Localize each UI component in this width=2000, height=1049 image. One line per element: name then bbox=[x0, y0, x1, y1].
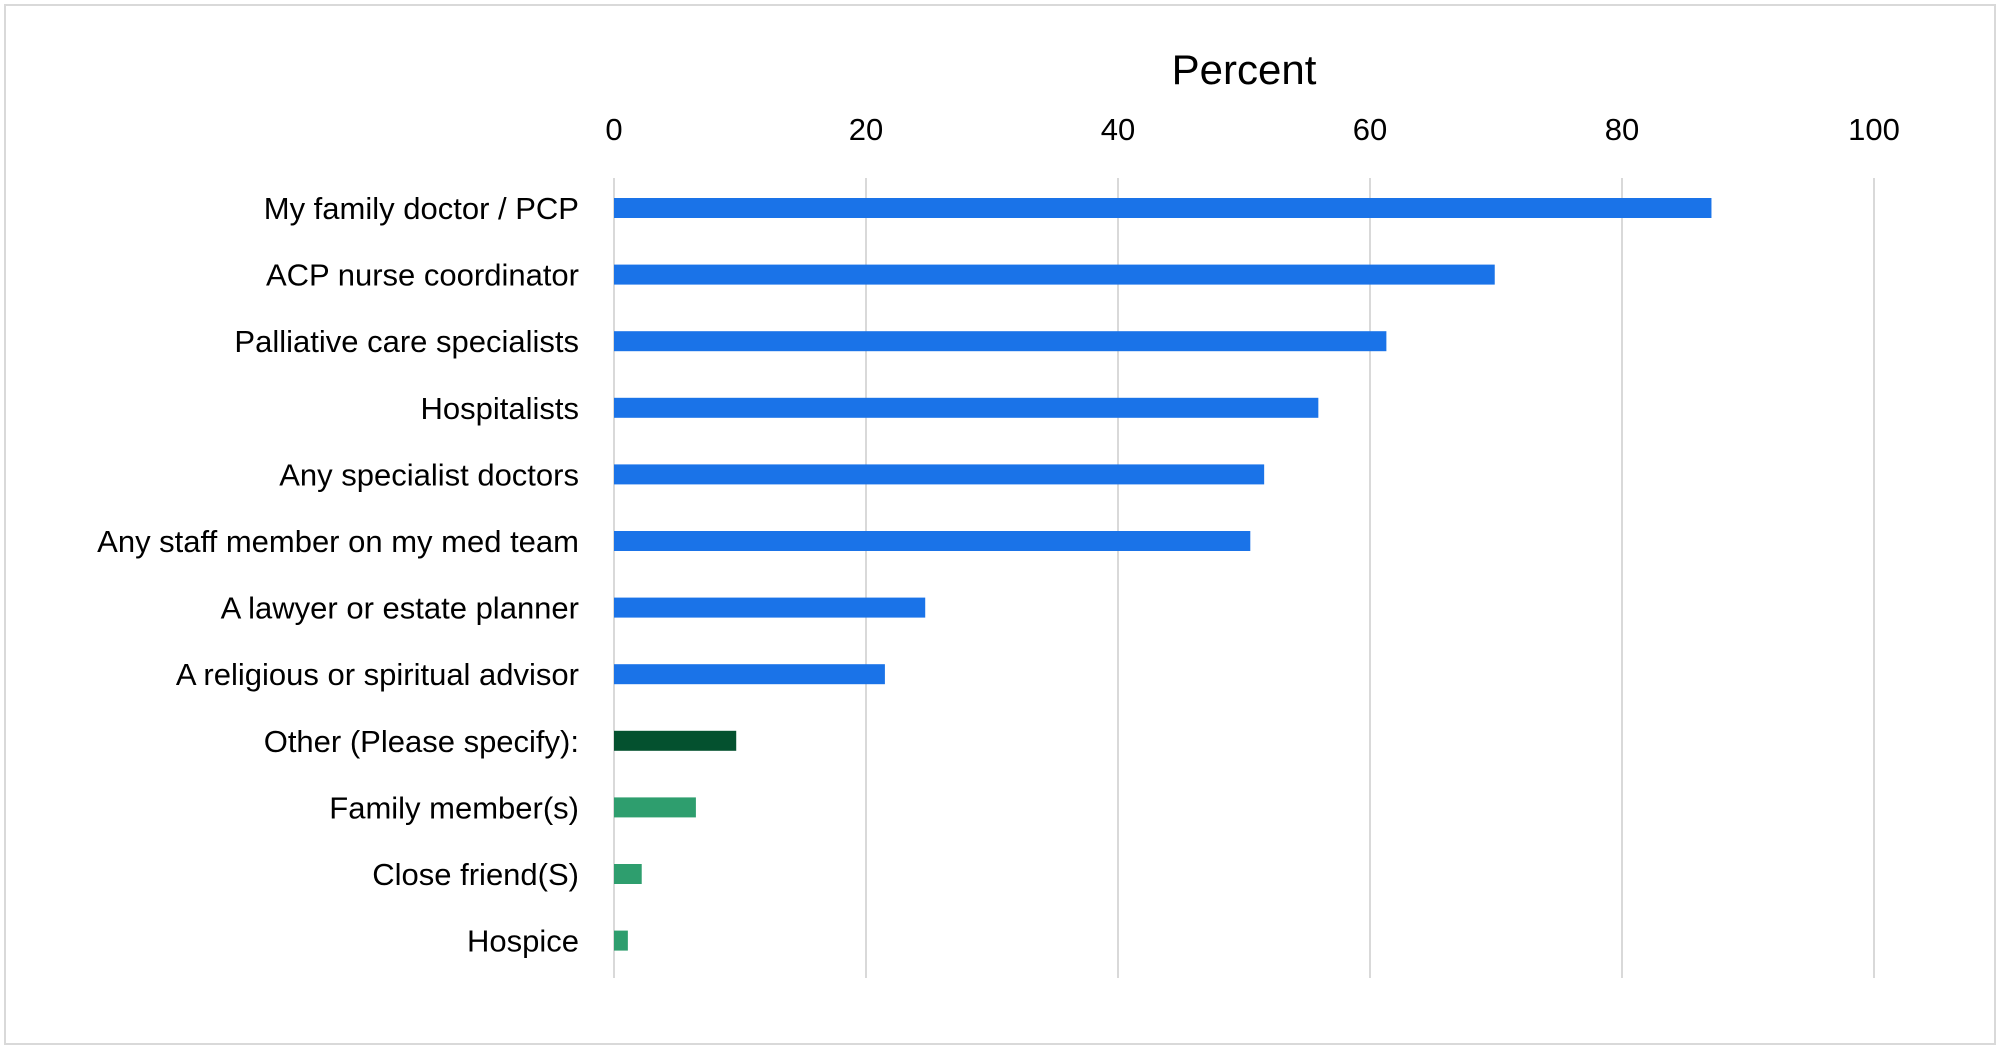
category-label-6: Any staff member on my med team bbox=[97, 524, 579, 559]
category-label-1: My family doctor / PCP bbox=[264, 191, 579, 226]
bars bbox=[614, 198, 1712, 951]
bar-5 bbox=[614, 464, 1265, 485]
x-tick-label-20: 20 bbox=[849, 112, 883, 147]
x-tick-labels: 0 20 40 60 80 100 bbox=[605, 112, 1899, 147]
category-label-4: Hospitalists bbox=[421, 391, 580, 426]
bar-10 bbox=[614, 797, 696, 818]
bar-chart: 0 20 40 60 80 100 My family doctor / PCP ACP n… bbox=[97, 46, 1900, 978]
x-tick-label-80: 80 bbox=[1605, 112, 1639, 147]
chart-frame: 0 20 40 60 80 100 My family doctor / PCP ACP n… bbox=[4, 4, 1996, 1045]
category-label-11: Close friend(S) bbox=[372, 857, 579, 892]
category-label-3: Palliative care specialists bbox=[234, 324, 579, 359]
bar-4 bbox=[614, 397, 1319, 418]
bar-7 bbox=[614, 597, 926, 618]
x-tick-label-0: 0 bbox=[605, 112, 622, 147]
bar-8 bbox=[614, 664, 885, 685]
category-label-8: A religious or spiritual advisor bbox=[176, 657, 579, 692]
bar-1 bbox=[614, 198, 1712, 218]
x-tick-label-60: 60 bbox=[1353, 112, 1387, 147]
bar-3 bbox=[614, 331, 1387, 352]
category-label-12: Hospice bbox=[467, 924, 579, 959]
category-label-9: Other (Please specify): bbox=[264, 724, 579, 759]
bar-2 bbox=[614, 264, 1495, 285]
category-label-2: ACP nurse coordinator bbox=[266, 258, 579, 293]
bar-6 bbox=[614, 531, 1251, 551]
category-label-10: Family member(s) bbox=[329, 790, 579, 825]
gridlines bbox=[613, 178, 1875, 978]
category-label-5: Any specialist doctors bbox=[279, 457, 579, 492]
x-tick-label-100: 100 bbox=[1848, 112, 1900, 147]
category-labels: My family doctor / PCP ACP nurse coordina… bbox=[97, 191, 579, 959]
category-label-7: A lawyer or estate planner bbox=[221, 591, 579, 626]
bar-11 bbox=[614, 864, 642, 884]
x-axis-title: Percent bbox=[1172, 46, 1317, 93]
bar-9 bbox=[614, 730, 737, 751]
bar-12 bbox=[614, 930, 628, 951]
x-tick-label-40: 40 bbox=[1101, 112, 1135, 147]
